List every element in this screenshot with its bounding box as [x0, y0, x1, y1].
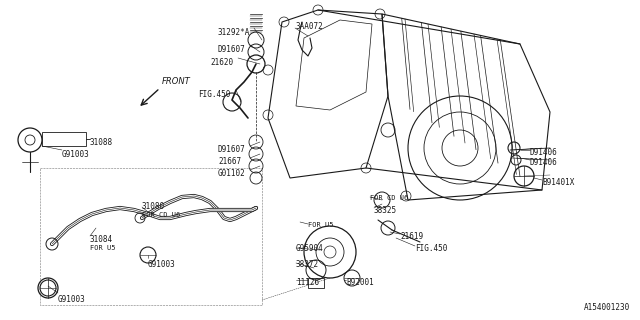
Text: G91003: G91003	[58, 295, 86, 304]
Text: 38372: 38372	[296, 260, 319, 269]
Text: G01102: G01102	[218, 169, 246, 178]
Text: G91003: G91003	[62, 150, 90, 159]
Text: D91406: D91406	[530, 158, 557, 167]
Text: 3AA072: 3AA072	[295, 22, 323, 31]
Text: A154001230: A154001230	[584, 303, 630, 312]
Text: 21667: 21667	[218, 157, 241, 166]
Text: FOR CD U6: FOR CD U6	[370, 195, 408, 201]
Text: 31084: 31084	[90, 235, 113, 244]
Text: 31080: 31080	[142, 202, 165, 211]
Text: D91406: D91406	[530, 148, 557, 157]
Text: G91003: G91003	[148, 260, 176, 269]
Text: 21619: 21619	[400, 232, 423, 241]
Text: 21620: 21620	[210, 58, 233, 67]
Text: 11126: 11126	[296, 278, 319, 287]
Text: FIG.450: FIG.450	[198, 90, 230, 99]
Text: FOR U5: FOR U5	[308, 222, 333, 228]
Text: 38325: 38325	[374, 206, 397, 215]
Text: D91607: D91607	[218, 45, 246, 54]
Text: FOR CD U6: FOR CD U6	[142, 212, 180, 218]
Text: FOR U5: FOR U5	[90, 245, 115, 251]
Text: B92001: B92001	[346, 278, 374, 287]
Text: FIG.450: FIG.450	[415, 244, 447, 253]
Text: D91607: D91607	[218, 145, 246, 154]
Text: 31088: 31088	[90, 138, 113, 147]
Text: FRONT: FRONT	[162, 77, 191, 86]
Text: 31292*A: 31292*A	[218, 28, 250, 37]
Text: G95904: G95904	[296, 244, 324, 253]
Text: B91401X: B91401X	[542, 178, 574, 187]
